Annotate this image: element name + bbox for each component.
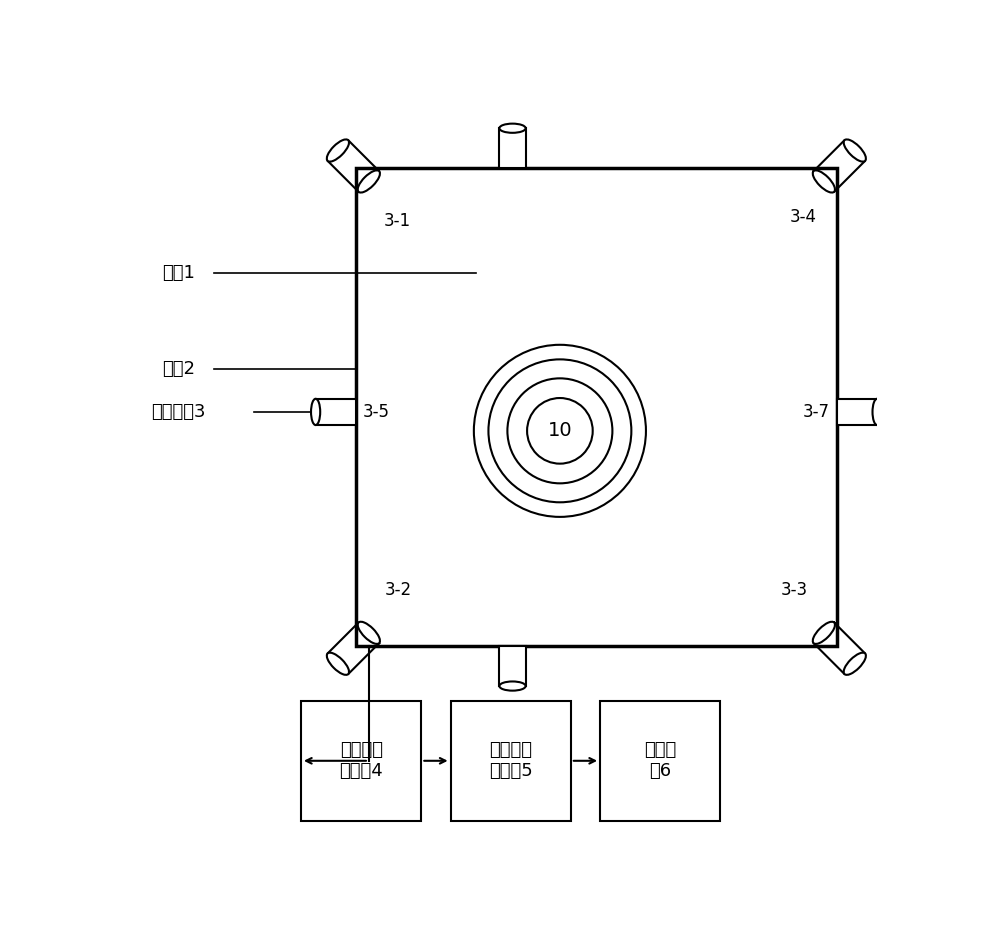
Text: 声传感卨3: 声传感卨3 xyxy=(152,402,206,420)
Text: 3-5: 3-5 xyxy=(363,402,390,420)
Bar xyxy=(499,128,526,169)
Text: 10: 10 xyxy=(548,421,572,440)
Circle shape xyxy=(527,398,593,464)
Text: 数字信号
处理器5: 数字信号 处理器5 xyxy=(489,742,533,780)
Text: 3-7: 3-7 xyxy=(803,402,830,420)
Bar xyxy=(837,399,877,425)
Ellipse shape xyxy=(358,170,380,192)
Text: 3-6: 3-6 xyxy=(499,650,526,668)
Ellipse shape xyxy=(499,124,526,133)
Ellipse shape xyxy=(327,652,349,675)
Ellipse shape xyxy=(844,139,866,162)
Bar xyxy=(301,701,421,821)
Ellipse shape xyxy=(813,622,835,644)
Bar xyxy=(316,399,356,425)
Bar xyxy=(499,646,526,686)
Ellipse shape xyxy=(813,170,835,192)
Circle shape xyxy=(507,379,612,483)
Ellipse shape xyxy=(311,399,320,425)
Text: 靶抆2: 靶抆2 xyxy=(162,360,195,378)
Text: 3-3: 3-3 xyxy=(781,581,808,599)
Text: 模拟信号
处理器4: 模拟信号 处理器4 xyxy=(339,742,383,780)
Text: 3-8: 3-8 xyxy=(499,143,526,161)
Bar xyxy=(600,701,720,821)
Ellipse shape xyxy=(873,399,882,425)
Text: 靶朇1: 靶朇1 xyxy=(162,264,195,282)
Ellipse shape xyxy=(499,682,526,690)
Circle shape xyxy=(474,345,646,517)
Bar xyxy=(356,169,837,646)
Text: 3-4: 3-4 xyxy=(790,208,817,226)
Ellipse shape xyxy=(327,139,349,162)
Circle shape xyxy=(488,359,631,502)
Ellipse shape xyxy=(358,622,380,644)
Text: 数传载
伶6: 数传载 伶6 xyxy=(644,742,676,780)
Bar xyxy=(451,701,571,821)
Text: 3-1: 3-1 xyxy=(383,212,411,230)
Ellipse shape xyxy=(844,652,866,675)
Text: 3-2: 3-2 xyxy=(385,581,412,599)
